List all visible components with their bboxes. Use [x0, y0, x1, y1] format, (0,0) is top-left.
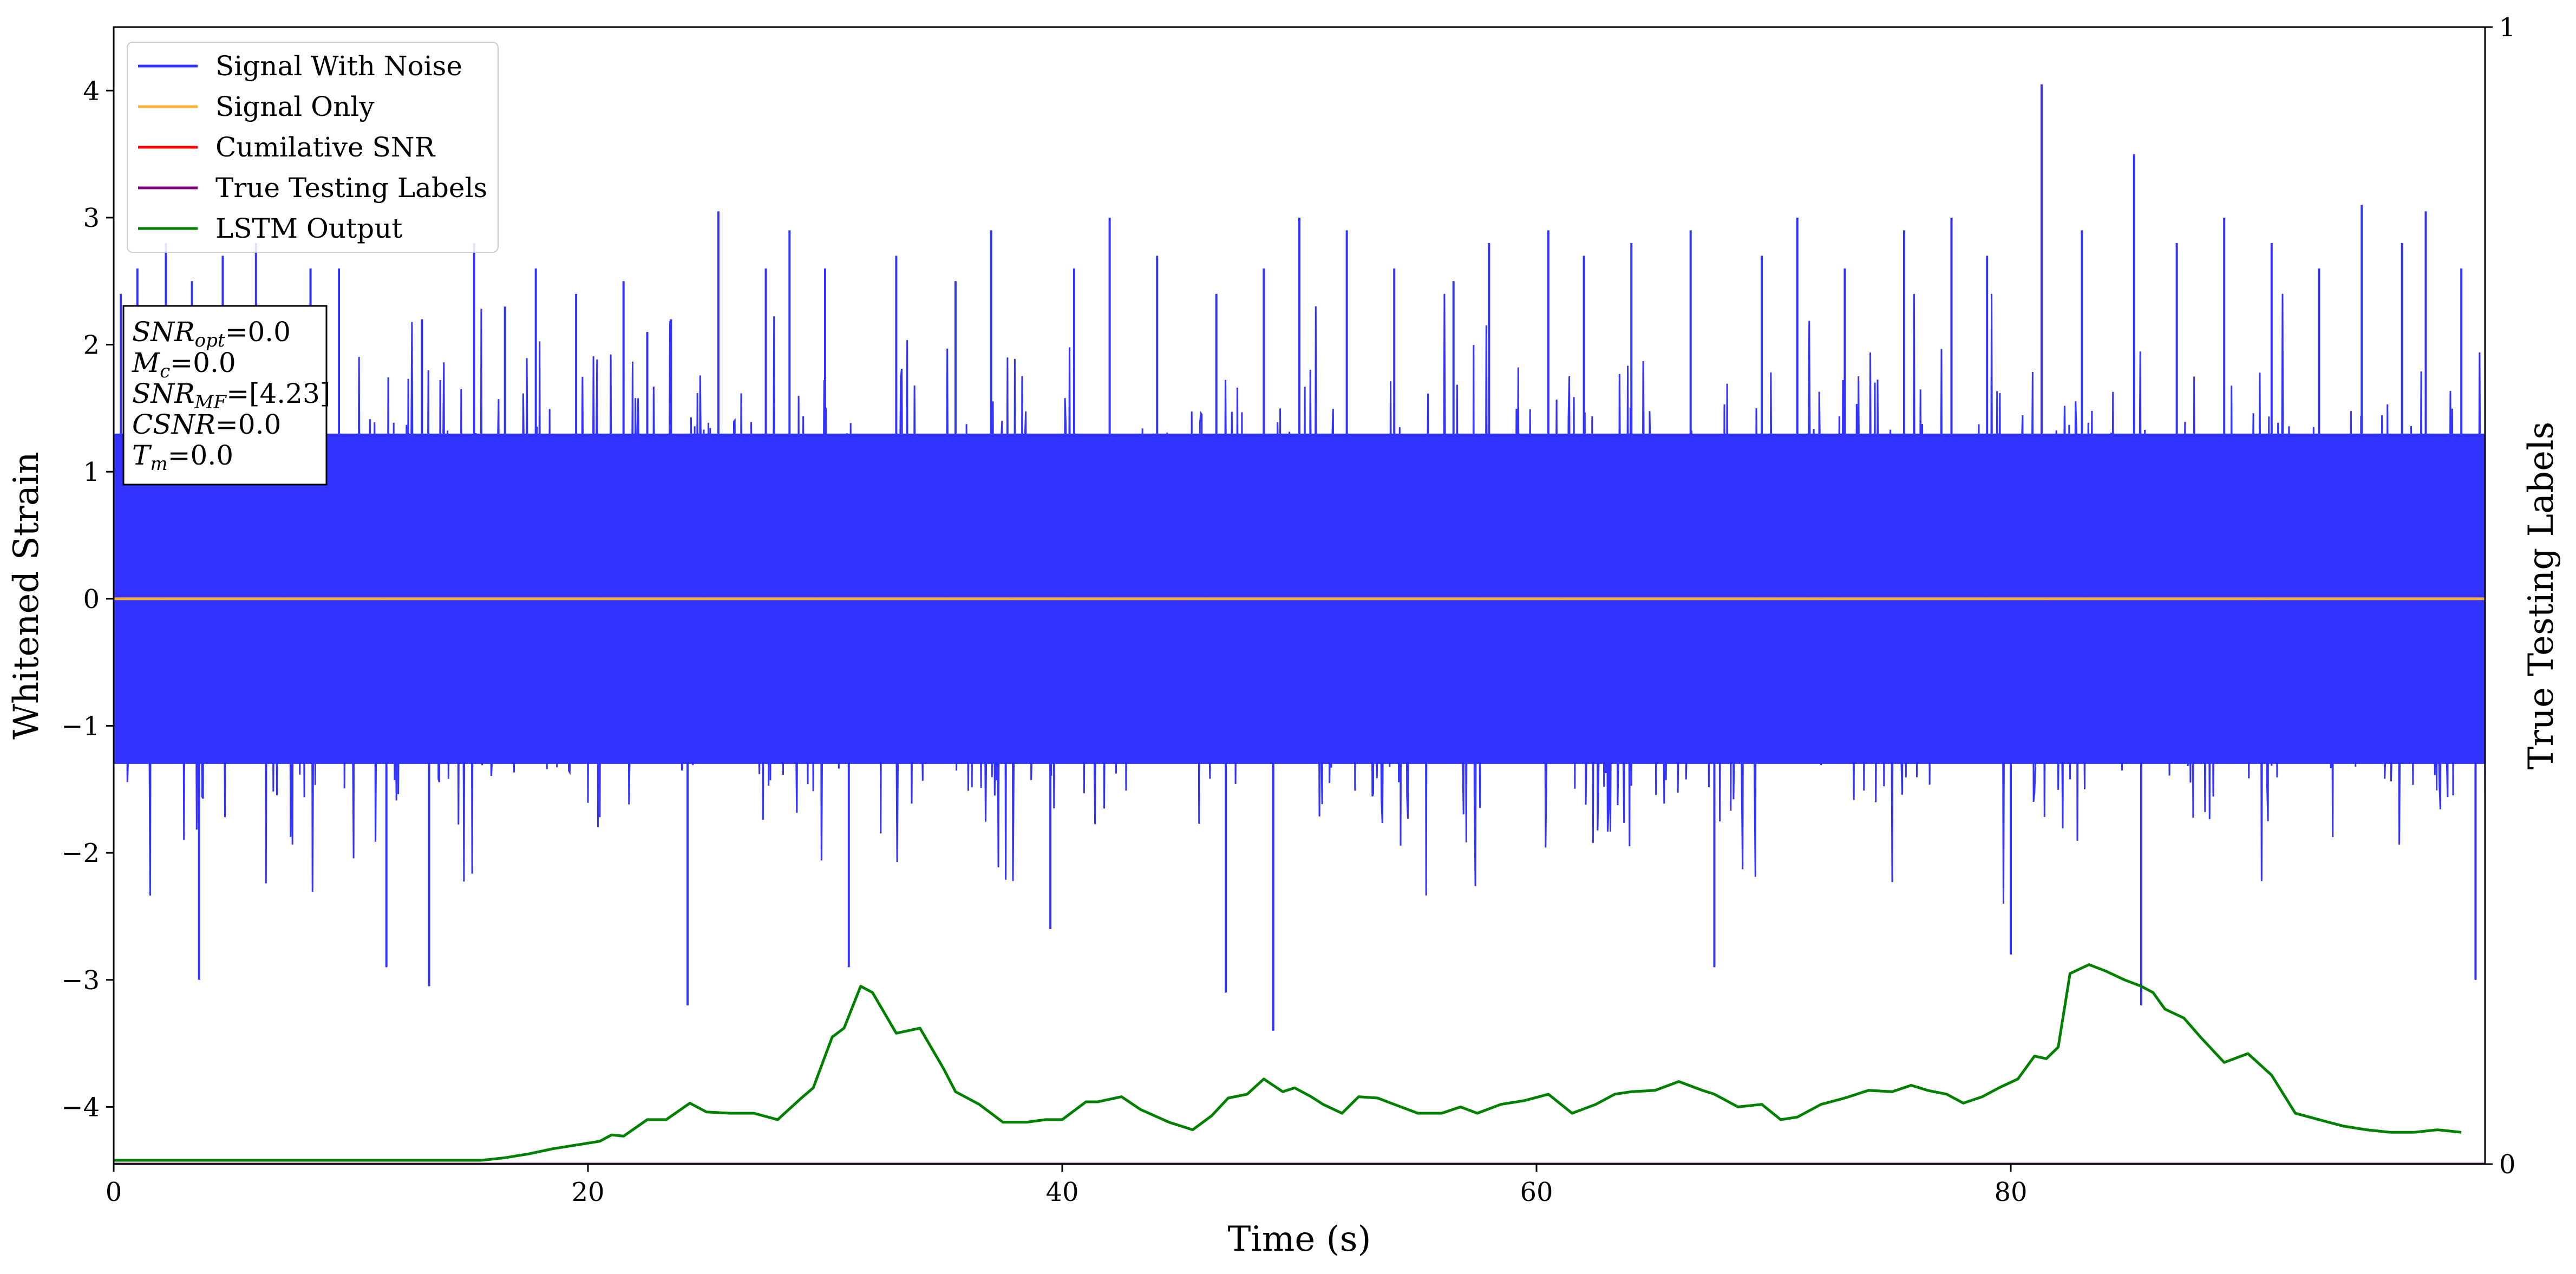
- legend-label-true-testing-labels: True Testing Labels: [215, 172, 487, 204]
- info-box-frame: [122, 305, 328, 486]
- y-tick-label: 0: [83, 584, 100, 615]
- noise-trace: [114, 293, 2485, 904]
- info-box: SNRopt=0.0Mc=0.0SNRMF=[4.23]CSNR=0.0Tm=0…: [122, 305, 330, 486]
- info-line: Mc=0.0: [132, 347, 236, 382]
- y-right-tick-label: 1: [2499, 12, 2516, 43]
- y-right-tick-label: 0: [2499, 1149, 2516, 1180]
- y-tick-label: 1: [83, 457, 100, 487]
- legend-label-signal-with-noise: Signal With Noise: [215, 50, 462, 82]
- x-tick-label: 80: [1994, 1177, 2027, 1207]
- series-layer: [114, 84, 2485, 1164]
- y-tick-label: −4: [61, 1092, 100, 1122]
- y-tick-label: 3: [83, 203, 100, 233]
- legend-label-lstm-output: LSTM Output: [215, 213, 402, 244]
- y-tick-label: −1: [61, 711, 100, 742]
- y-axis-label: Whitened Strain: [6, 452, 47, 739]
- info-line: CSNR=0.0: [132, 409, 281, 440]
- y-right-axis-label: True Testing Labels: [2521, 422, 2561, 770]
- x-tick-label: 20: [571, 1177, 604, 1207]
- y-tick-label: −2: [61, 838, 100, 868]
- y-tick-label: 2: [83, 330, 100, 361]
- y-tick-label: −3: [61, 965, 100, 996]
- x-axis-label: Time (s): [1228, 1219, 1371, 1259]
- plot-frame: [113, 26, 2486, 1165]
- x-tick-label: 0: [106, 1177, 122, 1207]
- x-tick-label: 40: [1045, 1177, 1078, 1207]
- info-line: SNRMF=[4.23]: [132, 378, 330, 413]
- info-line: Tm=0.0: [132, 440, 233, 475]
- legend: Signal With Noise Signal Only Cumilative S…: [127, 42, 499, 253]
- series-lstm-output: [114, 963, 2462, 1162]
- legend-box: [127, 42, 499, 253]
- x-tick-label: 60: [1520, 1177, 1553, 1207]
- info-line: SNRopt=0.0: [132, 316, 291, 351]
- legend-label-signal-only: Signal Only: [215, 91, 375, 122]
- legend-label-cumilative-snr: Cumilative SNR: [215, 132, 435, 163]
- y-tick-label: 4: [83, 76, 100, 106]
